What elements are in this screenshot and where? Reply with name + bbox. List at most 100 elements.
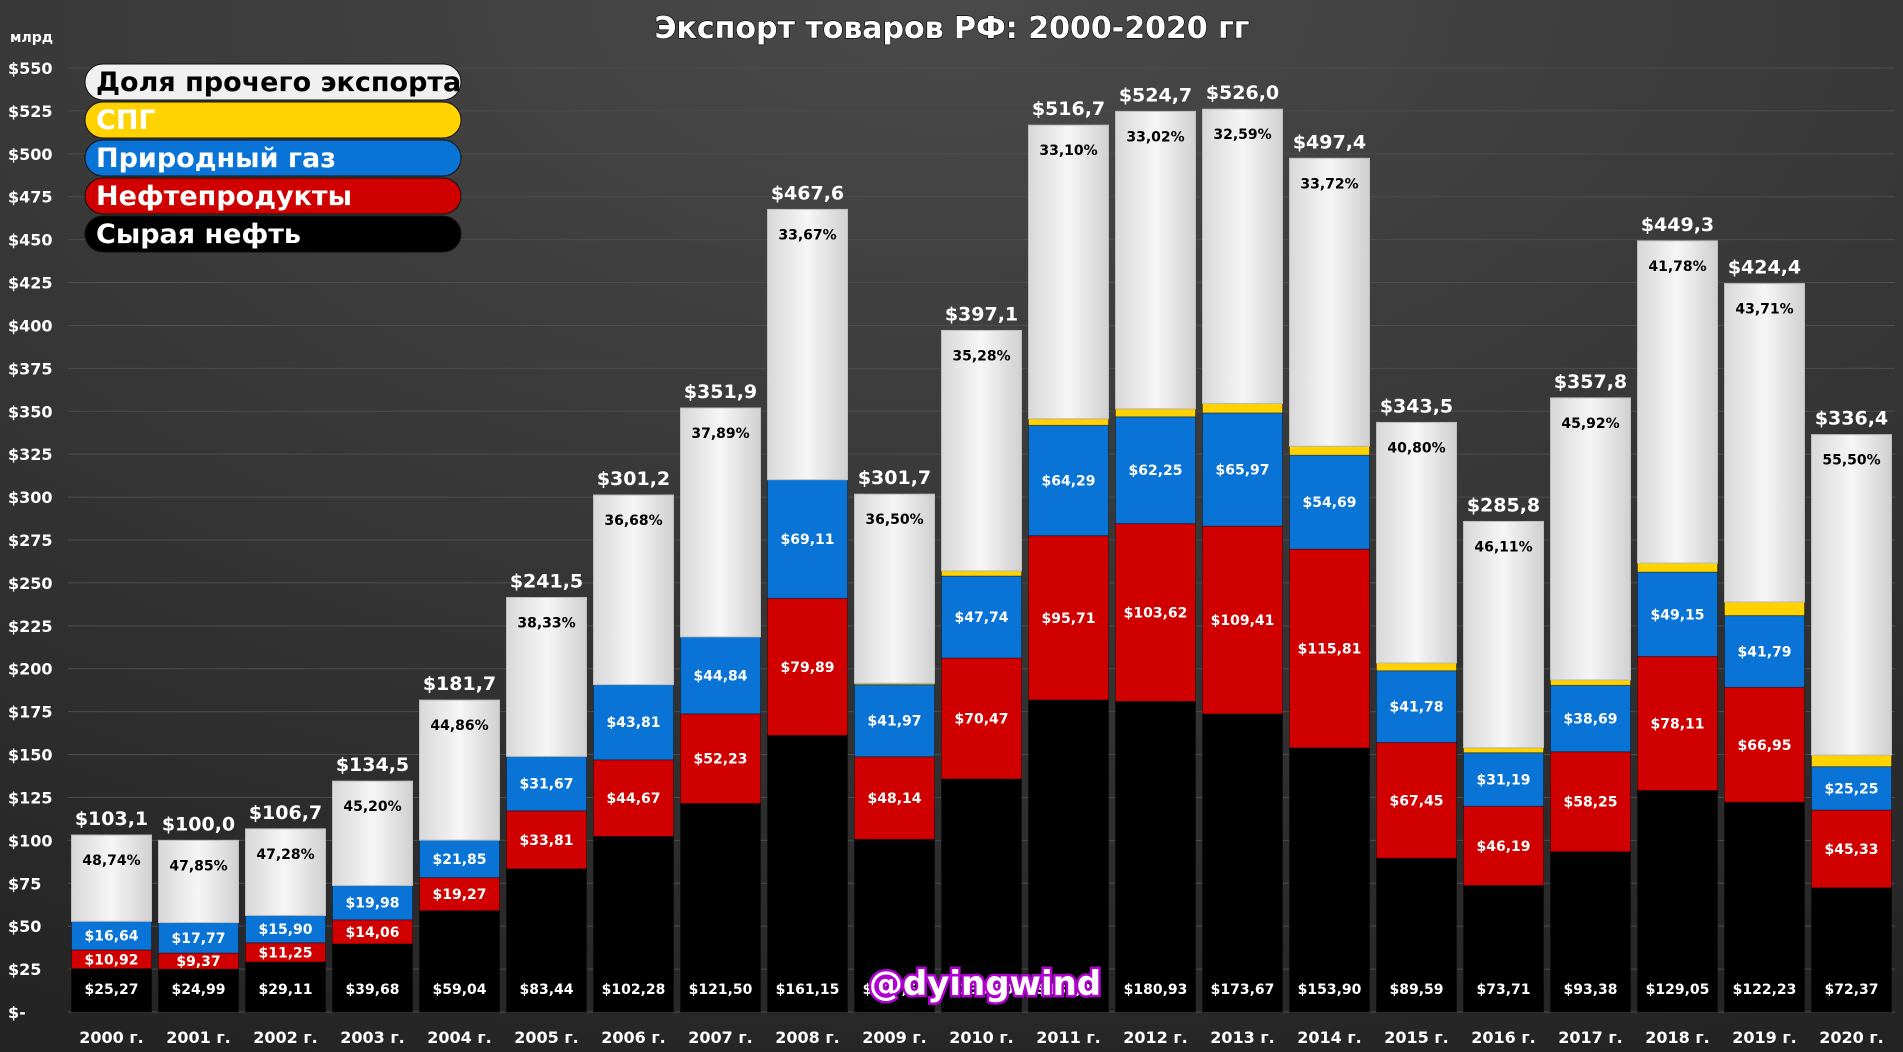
x-axis: 2000 г. 2001 г. 2002 г. 2003 г. 2004 г. 2005 … — [79, 1028, 1884, 1047]
bar-segment-crude-oil — [1637, 790, 1718, 1013]
bar-segment-oil-products — [593, 759, 674, 837]
data-label-natural-gas: $41,97 — [867, 714, 921, 730]
bar-segment-crude-oil — [1724, 801, 1805, 1013]
legend-swatch — [84, 177, 462, 215]
bar-segment-natural-gas — [680, 636, 761, 715]
x-tick-label: 2015 г. — [1384, 1028, 1449, 1047]
y-tick-label: $75 — [8, 874, 41, 893]
bar-segment-lng — [1376, 662, 1457, 672]
bar-segment-other — [1376, 421, 1457, 664]
other-share-label: 36,68% — [604, 513, 662, 529]
total-label: $526,0 — [1206, 82, 1279, 104]
bar-group: $72,37$45,33$25,25$6,7555,50%$336,4 — [1811, 408, 1892, 1013]
bar-group: $59,04 $19,27 $21,85 44,86% $181,7 — [419, 673, 500, 1013]
other-share-label: 36,50% — [865, 512, 923, 528]
total-label: $241,5 — [510, 570, 583, 592]
legend-label: СПГ — [96, 105, 156, 136]
bar-group: $93,38$58,25$38,69$3,1745,92%$357,8 — [1550, 371, 1631, 1013]
bar-group: $24,99 $9,37 $17,77 47,85% $100,0 — [158, 813, 239, 1013]
legend-label: Доля прочего экспорта — [96, 67, 461, 98]
y-tick-label: $475 — [8, 188, 53, 207]
data-label-oil-products: $14,06 — [345, 925, 399, 941]
data-label-natural-gas: $65,97 — [1215, 463, 1269, 479]
other-share-label: 33,72% — [1300, 176, 1358, 192]
y-tick-label: $150 — [8, 746, 53, 765]
other-share-label: 32,59% — [1213, 127, 1271, 143]
y-tick-label: $50 — [8, 917, 41, 936]
other-share-label: 45,92% — [1561, 416, 1619, 432]
total-label: $467,6 — [771, 182, 844, 204]
total-label: $357,8 — [1554, 371, 1627, 393]
total-label: $301,7 — [858, 467, 931, 489]
y-tick-label: $450 — [8, 231, 53, 250]
x-tick-label: 2020 г. — [1819, 1028, 1884, 1047]
x-tick-label: 2009 г. — [862, 1028, 927, 1047]
data-label-crude-oil: $129,05 — [1646, 982, 1710, 998]
bar-segment-crude-oil — [941, 778, 1022, 1013]
data-label-crude-oil: $73,71 — [1476, 982, 1530, 998]
bar-segment-other — [767, 208, 848, 481]
x-tick-label: 2019 г. — [1732, 1028, 1797, 1047]
bar-segment-natural-gas — [593, 684, 674, 761]
data-label-oil-products: $115,81 — [1298, 641, 1362, 657]
data-label-oil-products: $45,33 — [1824, 842, 1878, 858]
data-label-oil-products: $48,14 — [867, 791, 921, 807]
total-label: $343,5 — [1380, 395, 1453, 417]
data-label-natural-gas: $41,78 — [1389, 700, 1443, 716]
bar-segment-crude-oil — [419, 910, 500, 1013]
bar-segment-natural-gas — [767, 479, 848, 599]
data-label-natural-gas: $54,69 — [1302, 495, 1356, 511]
bar-segment-other — [71, 834, 152, 922]
bar-group: $83,44 $33,81 $31,67 38,33% $241,5 — [506, 570, 587, 1013]
legend-swatch — [84, 63, 462, 101]
x-tick-label: 2000 г. — [79, 1028, 144, 1047]
other-share-label: 35,28% — [952, 348, 1010, 364]
data-label-oil-products: $19,27 — [432, 887, 486, 903]
data-label-oil-products: $78,11 — [1650, 716, 1704, 732]
x-tick-label: 2006 г. — [601, 1028, 666, 1047]
x-tick-label: 2005 г. — [514, 1028, 579, 1047]
bar-group: $121,50 $52,23 $44,84 37,89% $351,9 — [680, 381, 761, 1013]
total-label: $181,7 — [423, 673, 496, 695]
total-label: $103,1 — [75, 808, 148, 830]
data-label-crude-oil: $29,11 — [258, 982, 312, 998]
legend-label: Природный газ — [96, 143, 336, 174]
data-label-natural-gas: $47,74 — [954, 610, 1008, 626]
x-tick-label: 2003 г. — [340, 1028, 405, 1047]
bar-segment-crude-oil — [1550, 851, 1631, 1013]
total-label: $301,2 — [597, 468, 670, 490]
bar-group: $73,71$46,19$31,19$2,9046,11%$285,8 — [1463, 494, 1544, 1013]
data-label-crude-oil: $153,90 — [1298, 982, 1362, 998]
bar-group: $122,23$66,95$41,79$7,9243,71%$424,4 — [1724, 257, 1805, 1013]
y-tick-label: $300 — [8, 488, 53, 507]
bar-segment-crude-oil — [1115, 700, 1196, 1013]
data-label-crude-oil: $181,81 — [1037, 982, 1101, 998]
bar-segment-other — [1202, 108, 1283, 404]
x-tick-label: 2016 г. — [1471, 1028, 1536, 1047]
bar-segment-oil-products — [1550, 751, 1631, 853]
data-label-crude-oil: $72,37 — [1824, 982, 1878, 998]
data-label-oil-products: $109,41 — [1211, 613, 1275, 629]
total-label: $516,7 — [1032, 98, 1105, 120]
bar-segment-other — [1550, 397, 1631, 681]
data-label-natural-gas: $44,84 — [693, 668, 747, 684]
bar-group: $100,59$48,14$41,97$0,8436,50%$301,7 — [854, 467, 935, 1013]
y-tick-label: $200 — [8, 660, 53, 679]
data-label-oil-products: $66,95 — [1737, 738, 1791, 754]
bar-segment-natural-gas — [1289, 454, 1370, 550]
bar-segment-other — [1637, 240, 1718, 564]
total-label: $397,1 — [945, 303, 1018, 325]
bar-segment-oil-products — [1289, 548, 1370, 749]
bar-segment-natural-gas — [1202, 412, 1283, 527]
other-share-label: 33,02% — [1126, 129, 1184, 145]
data-label-crude-oil: $25,27 — [84, 982, 138, 998]
y-tick-label: $- — [8, 1003, 26, 1022]
legend-label: Нефтепродукты — [96, 181, 352, 212]
data-label-crude-oil: $121,50 — [689, 982, 753, 998]
bar-segment-oil-products — [941, 657, 1022, 780]
data-label-oil-products: $95,71 — [1041, 611, 1095, 627]
bar-segment-other — [332, 780, 413, 886]
data-label-crude-oil: $122,23 — [1733, 982, 1797, 998]
bar-segment-other — [1289, 157, 1370, 447]
